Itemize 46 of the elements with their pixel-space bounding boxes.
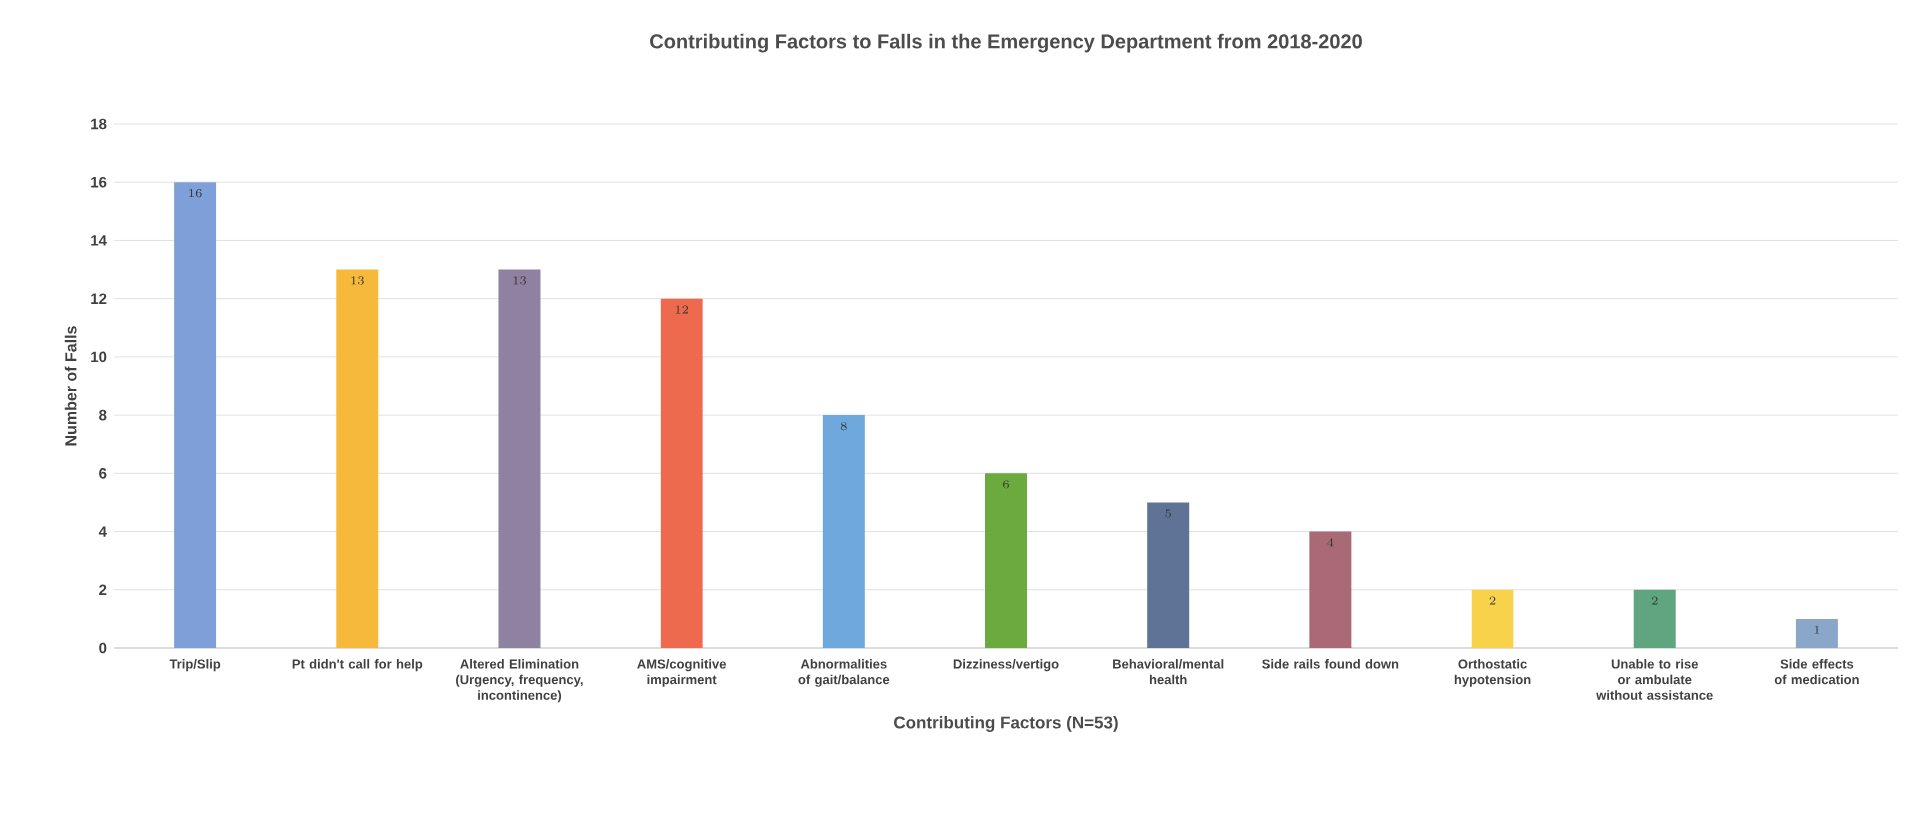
chart-title: Contributing Factors to Falls in the Emergency Department from 2018-2020 bbox=[650, 33, 1362, 53]
bar bbox=[336, 269, 379, 648]
data-label: 1 bbox=[1814, 625, 1820, 634]
y-tick-label: 8 bbox=[99, 409, 107, 421]
data-label: 4 bbox=[1327, 538, 1334, 547]
data-label: 2 bbox=[1489, 596, 1496, 605]
x-axis-title: Contributing Factors (N=53) bbox=[894, 716, 1118, 732]
x-tick-label: Abnormalities of gait/balance bbox=[798, 659, 890, 687]
x-tick-label: Unable to rise or ambulate without assistance bbox=[1596, 659, 1713, 700]
y-tick-label: 10 bbox=[91, 351, 107, 363]
x-tick-label: Pt didn't call for help bbox=[292, 659, 423, 672]
y-tick-label: 0 bbox=[99, 642, 107, 654]
data-label: 13 bbox=[513, 276, 527, 285]
bar bbox=[174, 182, 217, 648]
data-label: 13 bbox=[351, 276, 364, 285]
y-tick-label: 12 bbox=[91, 293, 107, 304]
x-tick-label: Side rails found down bbox=[1262, 659, 1399, 669]
data-label: 5 bbox=[1165, 509, 1171, 518]
x-tick-label: Behavioral/mental health bbox=[1113, 659, 1224, 685]
data-label: 6 bbox=[1003, 480, 1009, 489]
data-label: 8 bbox=[840, 421, 847, 431]
x-tick-label: Dizziness/vertigo bbox=[953, 659, 1059, 672]
bar bbox=[1633, 589, 1676, 648]
x-tick-label: Orthostatic hypotension bbox=[1454, 659, 1531, 687]
y-axis-title: Number of Falls bbox=[64, 326, 77, 446]
bar bbox=[1147, 502, 1190, 648]
y-tick-label: 16 bbox=[91, 176, 107, 188]
bar bbox=[1309, 531, 1352, 648]
x-tick-label: Altered Elimination (Urgency, frequency, incontinence) bbox=[456, 659, 583, 703]
bar bbox=[1471, 589, 1514, 648]
bar bbox=[1795, 618, 1838, 648]
y-tick-label: 18 bbox=[91, 118, 107, 130]
x-tick-label: Side effects of medication bbox=[1774, 659, 1859, 685]
data-label: 12 bbox=[675, 305, 689, 314]
y-tick-label: 4 bbox=[98, 526, 107, 537]
bar bbox=[985, 473, 1028, 648]
y-tick-label: 2 bbox=[99, 584, 107, 595]
x-tick-label: AMS/cognitive impairment bbox=[637, 659, 726, 687]
y-tick-label: 6 bbox=[99, 468, 107, 479]
data-label: 2 bbox=[1651, 596, 1658, 605]
data-label: 16 bbox=[189, 189, 202, 198]
bar bbox=[498, 269, 541, 648]
bar bbox=[822, 415, 865, 648]
y-tick-label: 14 bbox=[91, 235, 107, 246]
bar bbox=[660, 298, 703, 648]
x-tick-label: Trip/Slip bbox=[169, 659, 221, 672]
